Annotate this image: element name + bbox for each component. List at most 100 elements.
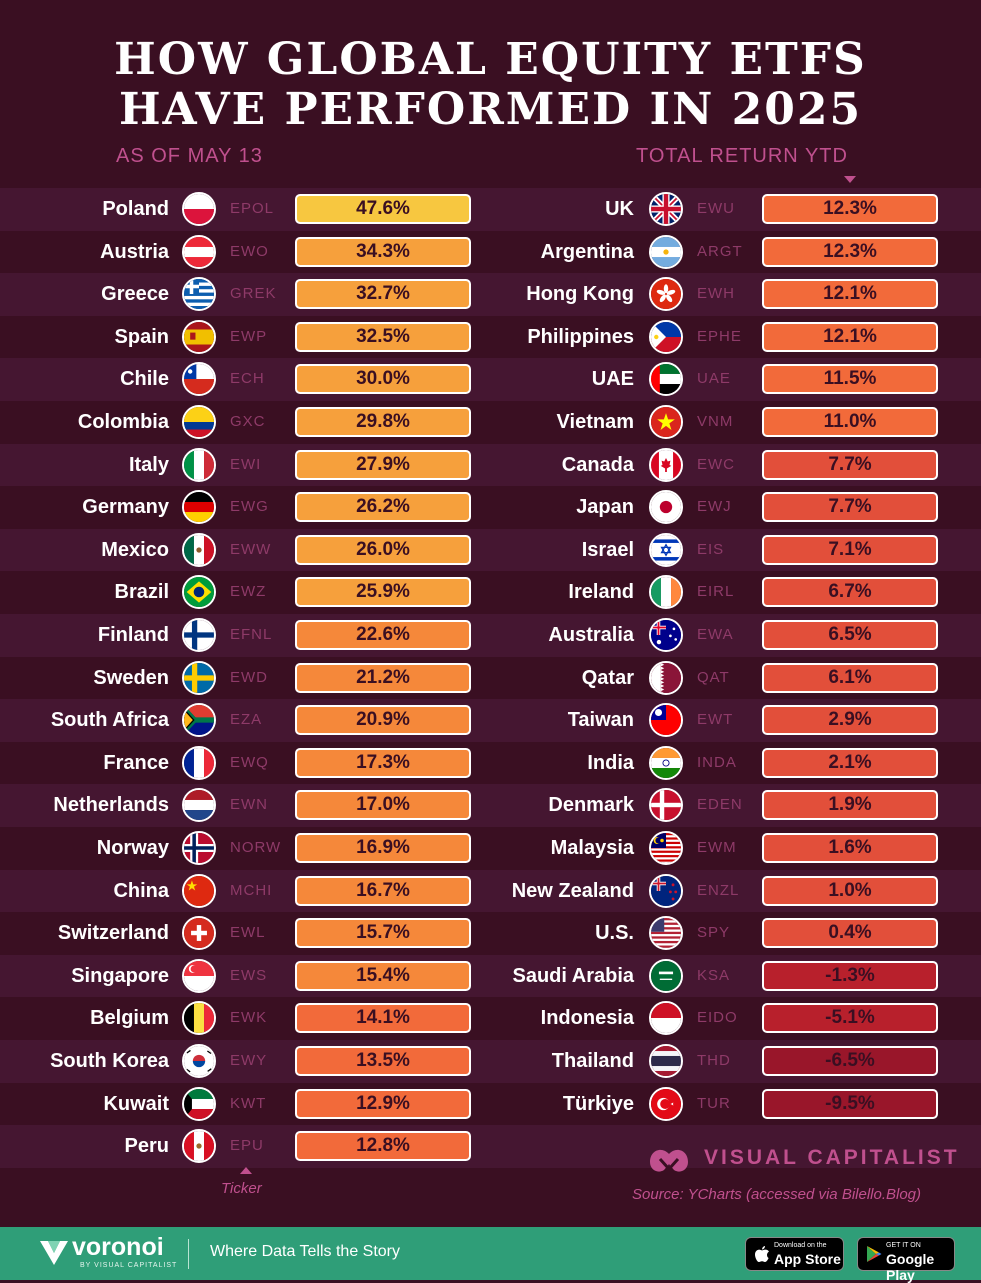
value-bar: 6.5% [762, 620, 938, 650]
israel-flag-icon [649, 532, 683, 567]
ticker-label: EWQ [230, 753, 269, 771]
ticker-label: ECH [230, 370, 265, 388]
norway-flag-icon [182, 831, 216, 865]
apple-icon [755, 1246, 769, 1262]
chile-flag-icon [182, 362, 216, 397]
value-bar: 17.0% [295, 790, 471, 821]
app-store-label: App Store [774, 1251, 841, 1267]
date-subtitle: AS OF MAY 13 [116, 145, 263, 167]
france-flag-icon [182, 745, 216, 780]
india-flag-icon [649, 745, 683, 780]
brand-name: VISUAL CAPITALIST [704, 1146, 960, 1169]
value-bar: 12.1% [762, 279, 938, 310]
value-bar: 26.2% [295, 492, 471, 523]
ticker-label: KSA [697, 966, 731, 984]
country-label: Argentina [540, 240, 634, 263]
uae-flag-icon [649, 362, 683, 397]
value-bar: 1.6% [762, 833, 938, 863]
country-label: U.S. [595, 922, 634, 945]
ticker-label: EWC [697, 455, 735, 473]
country-label: Vietnam [556, 411, 634, 433]
qatar-flag-icon [649, 660, 683, 695]
switzerland-flag-icon [182, 916, 216, 951]
germany-flag-icon [182, 490, 216, 525]
value-bar: 1.9% [762, 790, 938, 821]
value-bar: 30.0% [295, 364, 471, 395]
philippines-flag-icon [649, 319, 683, 354]
ticker-label: EFNL [230, 626, 273, 643]
voronoi-wordmark: voronoi [72, 1233, 164, 1261]
country-label: Poland [102, 198, 169, 220]
country-label: Japan [576, 496, 634, 519]
ticker-label: EWH [697, 285, 735, 303]
google-play-small-text: GET IT ON [886, 1242, 921, 1249]
value-bar: 7.1% [762, 534, 938, 565]
app-store-button[interactable]: Download on the App Store [745, 1237, 844, 1271]
country-label: Finland [97, 624, 169, 646]
value-bar: 6.1% [762, 662, 938, 693]
ticker-label: EIS [697, 540, 725, 558]
netherlands-flag-icon [182, 788, 216, 823]
value-bar: 34.3% [295, 236, 471, 267]
value-bar: 7.7% [762, 449, 938, 480]
value-bar: -5.1% [762, 1003, 938, 1034]
ticker-label: EWK [230, 1009, 268, 1027]
peru-flag-icon [182, 1129, 216, 1164]
google-play-button[interactable]: GET IT ON Google Play [857, 1237, 955, 1283]
italy-flag-icon [182, 447, 216, 482]
value-bar: -1.3% [762, 960, 938, 991]
colombia-flag-icon [182, 405, 216, 439]
value-bar: 29.8% [295, 407, 471, 437]
ticker-label: ARGT [697, 242, 743, 260]
country-label: Qatar [581, 666, 634, 689]
value-bar: 14.1% [295, 1003, 471, 1034]
chart-title-line-2: HAVE PERFORMED IN 2025 [118, 84, 863, 135]
hongkong-flag-icon [649, 277, 683, 312]
value-bar: 16.9% [295, 833, 471, 863]
country-label: Philippines [527, 325, 634, 348]
country-label: Singapore [71, 964, 169, 987]
ticker-label: EWL [230, 924, 266, 942]
value-bar: 12.1% [762, 321, 938, 352]
southkorea-flag-icon [182, 1044, 216, 1078]
country-label: Mexico [101, 538, 169, 561]
row-band [0, 1125, 981, 1168]
us-flag-icon [649, 916, 683, 951]
ticker-label: EWN [230, 796, 268, 814]
country-label: Saudi Arabia [512, 964, 634, 987]
ticker-label: EWT [697, 711, 734, 729]
value-bar: 1.0% [762, 875, 938, 906]
country-label: Peru [124, 1135, 169, 1158]
ticker-annotation: Ticker [221, 1180, 262, 1197]
country-label: South Africa [50, 709, 169, 732]
country-label: Canada [561, 453, 634, 476]
metric-subtitle: TOTAL RETURN YTD [636, 145, 848, 167]
value-bar: 32.7% [295, 279, 471, 310]
ticker-label: EWD [230, 668, 268, 686]
malaysia-flag-icon [649, 831, 683, 865]
value-bar: 11.5% [762, 364, 938, 395]
value-bar: 2.1% [762, 747, 938, 778]
denmark-flag-icon [649, 788, 683, 823]
ticker-label: EPU [230, 1137, 264, 1155]
country-label: Malaysia [550, 837, 634, 859]
ticker-label: KWT [230, 1094, 267, 1112]
value-bar: 12.3% [762, 194, 938, 224]
ticker-label: EZA [230, 711, 263, 729]
saudi-flag-icon [649, 958, 683, 993]
value-bar: 7.7% [762, 492, 938, 523]
belgium-flag-icon [182, 1001, 216, 1036]
ireland-flag-icon [649, 575, 683, 610]
kuwait-flag-icon [182, 1086, 216, 1121]
ticker-label: UAE [697, 370, 731, 388]
footer-tagline: Where Data Tells the Story [210, 1243, 401, 1260]
ticker-label: INDA [697, 753, 737, 771]
value-bar: 6.7% [762, 577, 938, 608]
ticker-label: GXC [230, 413, 266, 430]
china-flag-icon [182, 873, 216, 908]
ticker-label: EWZ [230, 583, 267, 601]
country-label: India [587, 751, 634, 774]
mexico-flag-icon [182, 532, 216, 567]
australia-flag-icon [649, 618, 683, 652]
poland-flag-icon [182, 192, 216, 226]
